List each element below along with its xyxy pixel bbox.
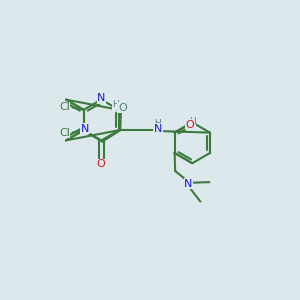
Text: N: N xyxy=(81,124,89,134)
Text: N: N xyxy=(154,124,162,134)
Text: N: N xyxy=(184,178,193,189)
Text: N: N xyxy=(97,93,106,103)
Text: Cl: Cl xyxy=(59,128,70,138)
Text: H: H xyxy=(189,117,196,126)
Text: O: O xyxy=(118,103,127,113)
Text: Cl: Cl xyxy=(59,102,70,112)
Text: O: O xyxy=(185,120,194,130)
Text: H: H xyxy=(112,100,119,109)
Text: O: O xyxy=(96,159,105,170)
Text: H: H xyxy=(154,119,161,128)
